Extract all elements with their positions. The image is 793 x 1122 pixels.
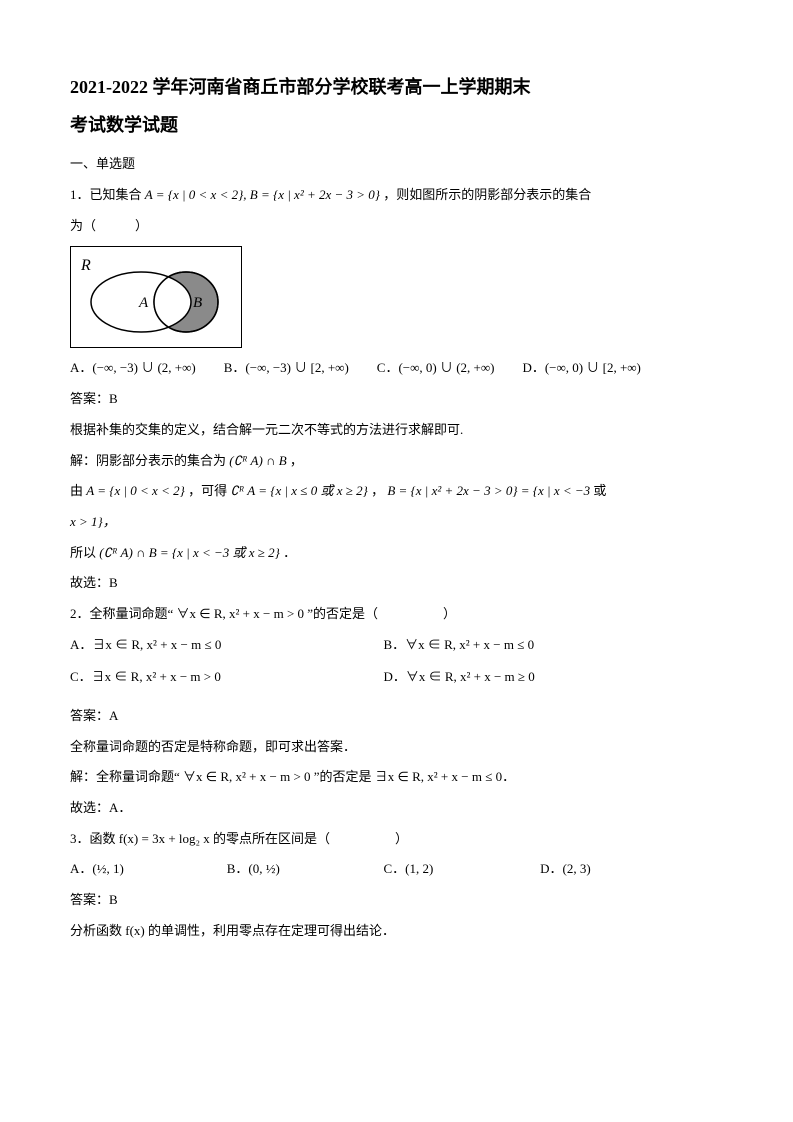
q2-choices: A．∃x ∈ R, x² + x − m ≤ 0 B．∀x ∈ R, x² + … — [70, 633, 723, 698]
q1-expl2: 解：阴影部分表示的集合为 (∁ᴿ A) ∩ B ， — [70, 449, 723, 474]
q2-expl2: 解：全称量词命题“ ∀x ∈ R, x² + x − m > 0 ”的否定是 ∃… — [70, 765, 723, 790]
q2-stem-text: 2．全称量词命题“ ∀x ∈ R, x² + x − m > 0 ”的否定是（ … — [70, 606, 456, 621]
q1-choice-C: C．(−∞, 0) ∪ (2, +∞) — [377, 356, 495, 381]
q2-choice-D: D．∀x ∈ R, x² + x − m ≥ 0 — [383, 665, 696, 690]
q1-expl2-pre: 解：阴影部分表示的集合为 — [70, 453, 229, 468]
q1-expl4: 所以 (∁ᴿ A) ∩ B = {x | x < −3 或 x ≥ 2} ． — [70, 541, 723, 566]
q1-expl5: 故选：B — [70, 571, 723, 596]
q1-expl4-suf: ． — [283, 545, 296, 560]
q1-expl3-math3: B = {x | x² + 2x − 3 > 0} = {x | x < −3 — [387, 483, 590, 498]
q1-expl4-math: (∁ᴿ A) ∩ B = {x | x < −3 或 x ≥ 2} — [99, 545, 280, 560]
q1-choices: A．(−∞, −3) ∪ (2, +∞) B．(−∞, −3) ∪ [2, +∞… — [70, 356, 723, 381]
q2-answer: 答案：A — [70, 704, 723, 729]
q1-stem-line1: 1．已知集合 A = {x | 0 < x < 2}, B = {x | x² … — [70, 183, 723, 208]
q3-stem-text: 3．函数 f(x) = 3x + log₂ x 的零点所在区间是（ ） — [70, 831, 408, 846]
q1-expl3-suf: 或 — [593, 483, 606, 498]
q1-expl3-pre: 由 — [70, 483, 86, 498]
q1-expl2-math: (∁ᴿ A) ∩ B — [229, 453, 286, 468]
venn-svg: A B — [71, 247, 241, 347]
q1-expl2-suf: ， — [290, 453, 303, 468]
q3-expl1: 分析函数 f(x) 的单调性，利用零点存在定理可得出结论． — [70, 919, 723, 944]
q1-expl3-mid2: ， — [371, 483, 384, 498]
q3-choice-B: B．(0, ½) — [227, 857, 384, 882]
q1-expl3-line2: x > 1}， — [70, 510, 723, 535]
q1-choice-A: A．(−∞, −3) ∪ (2, +∞) — [70, 356, 196, 381]
q3-choice-A: A．(½, 1) — [70, 857, 227, 882]
q1-expl4-pre: 所以 — [70, 545, 99, 560]
q3-choice-D: D．(2, 3) — [540, 857, 697, 882]
q2-choice-B: B．∀x ∈ R, x² + x − m ≤ 0 — [383, 633, 696, 658]
venn-label-A: A — [138, 295, 149, 311]
q1-stem-suffix: ，则如图所示的阴影部分表示的集合 — [383, 187, 591, 202]
q1-stem-math: A = {x | 0 < x < 2}, B = {x | x² + 2x − … — [145, 187, 380, 202]
q1-stem-prefix: 1．已知集合 — [70, 187, 145, 202]
q2-choice-C: C．∃x ∈ R, x² + x − m > 0 — [70, 665, 383, 690]
page-title-line1: 2021-2022 学年河南省商丘市部分学校联考高一上学期期末 — [70, 70, 723, 104]
q1-choice-D: D．(−∞, 0) ∪ [2, +∞) — [522, 356, 640, 381]
q1-answer: 答案：B — [70, 387, 723, 412]
q1-expl1: 根据补集的交集的定义，结合解一元二次不等式的方法进行求解即可. — [70, 418, 723, 443]
q2-expl3: 故选：A． — [70, 796, 723, 821]
page-title-line2: 考试数学试题 — [70, 108, 723, 142]
section-heading: 一、单选题 — [70, 152, 723, 177]
q1-expl3-math1: A = {x | 0 < x < 2} — [86, 483, 185, 498]
q2-expl1: 全称量词命题的否定是特称命题，即可求出答案． — [70, 735, 723, 760]
venn-label-B: B — [193, 295, 202, 311]
q1-stem-line2: 为（ ） — [70, 214, 723, 239]
q3-choice-C: C．(1, 2) — [383, 857, 540, 882]
q3-answer: 答案：B — [70, 888, 723, 913]
q3-choices: A．(½, 1) B．(0, ½) C．(1, 2) D．(2, 3) — [70, 857, 723, 882]
q2-choice-A: A．∃x ∈ R, x² + x − m ≤ 0 — [70, 633, 383, 658]
q1-expl3-math2: ∁ᴿ A = {x | x ≤ 0 或 x ≥ 2} — [230, 483, 367, 498]
q1-expl3: 由 A = {x | 0 < x < 2} ，可得 ∁ᴿ A = {x | x … — [70, 479, 723, 504]
q3-stem: 3．函数 f(x) = 3x + log₂ x 的零点所在区间是（ ） — [70, 827, 723, 852]
q1-expl3-mid1: ，可得 — [188, 483, 230, 498]
q1-venn-diagram: R A B — [70, 246, 242, 348]
q2-stem: 2．全称量词命题“ ∀x ∈ R, x² + x − m > 0 ”的否定是（ … — [70, 602, 723, 627]
q1-choice-B: B．(−∞, −3) ∪ [2, +∞) — [224, 356, 349, 381]
